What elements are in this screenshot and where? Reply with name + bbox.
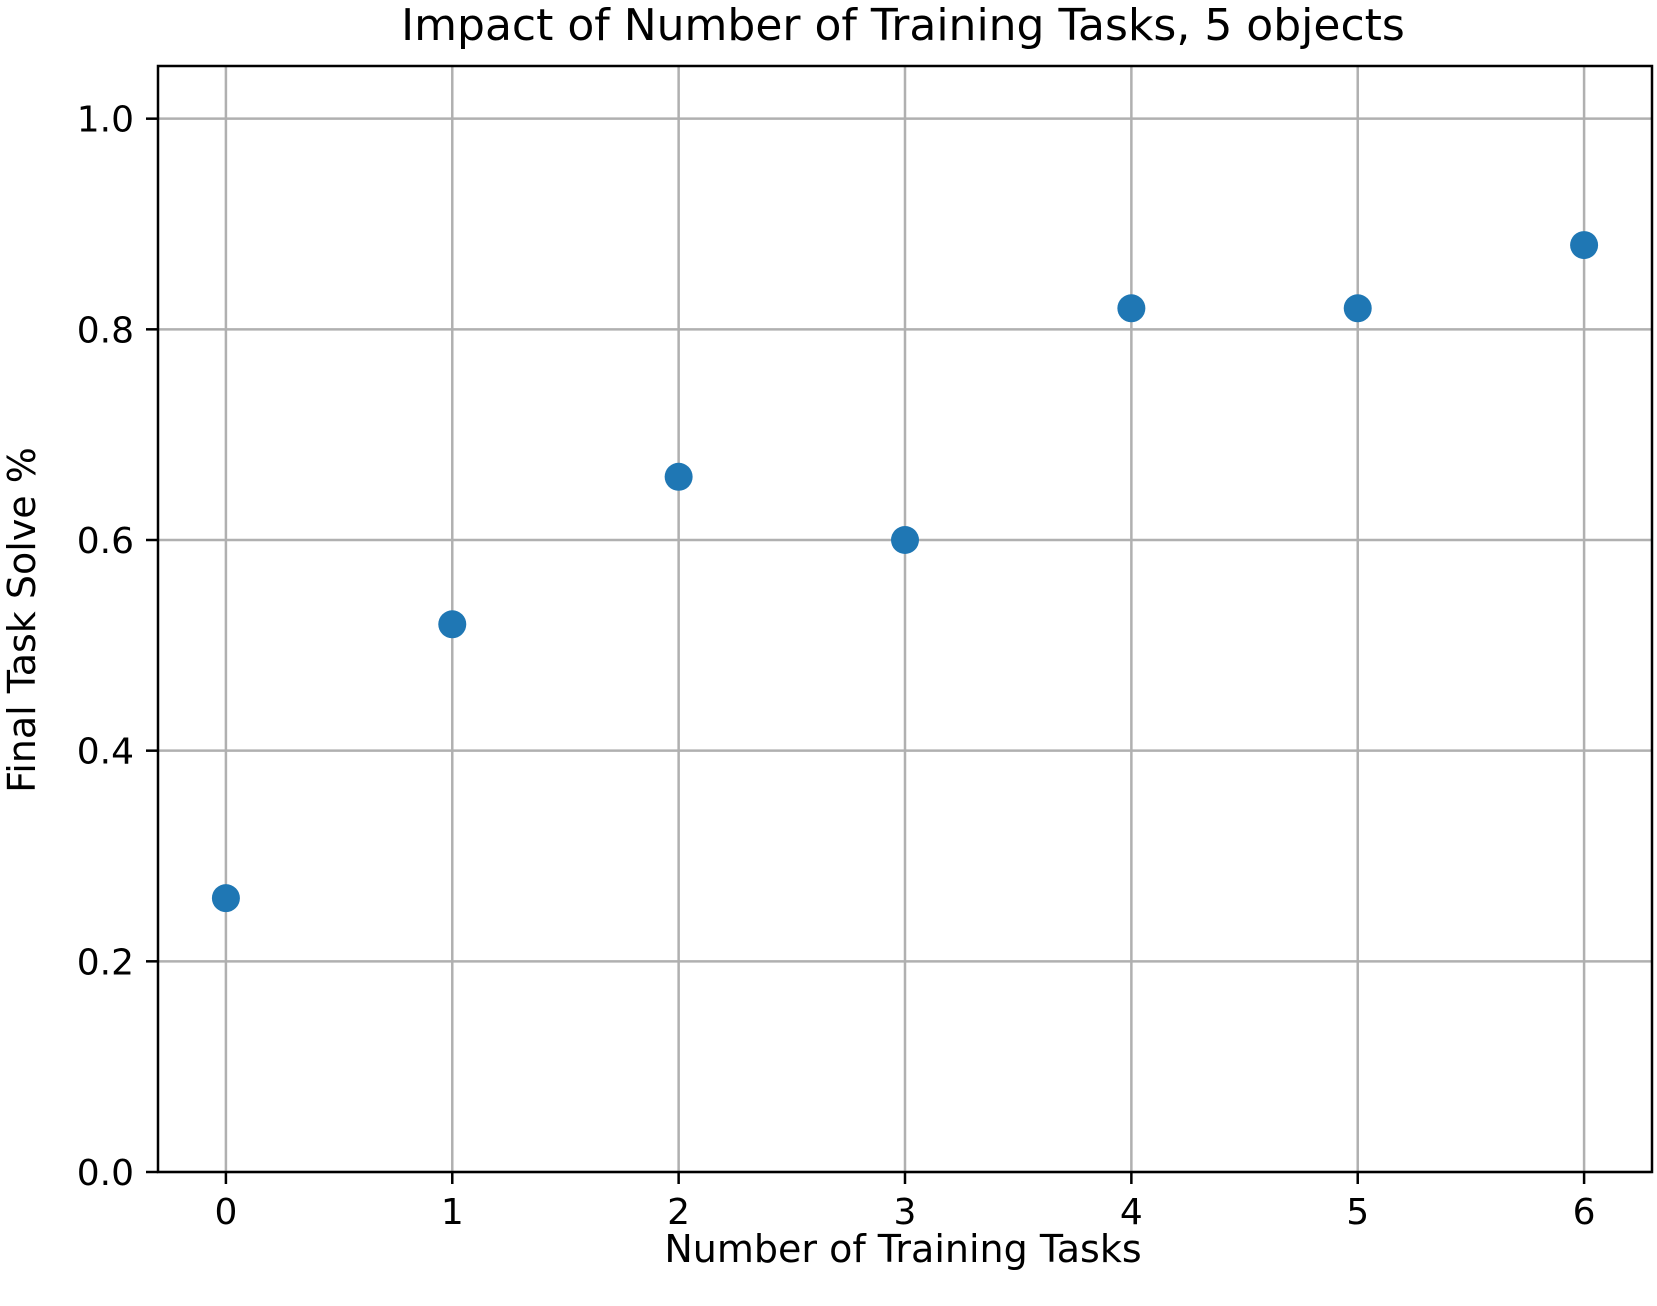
y-tick-label: 1.0 xyxy=(77,100,134,141)
grid xyxy=(158,66,1652,1174)
y-tick-label: 0.8 xyxy=(77,310,134,351)
y-tick-label: 0.2 xyxy=(77,942,134,983)
y-axis-label: Final Task Solve % xyxy=(0,447,44,793)
x-tick-label: 1 xyxy=(441,1192,464,1233)
data-point xyxy=(1117,294,1146,323)
x-axis-ticks: 0 1 2 3 4 5 6 xyxy=(214,1172,1596,1233)
y-tick-label: 0.4 xyxy=(77,732,134,773)
x-tick-label: 5 xyxy=(1346,1192,1369,1233)
x-tick-label: 2 xyxy=(667,1192,690,1233)
data-point xyxy=(438,610,467,639)
data-point xyxy=(1343,294,1372,323)
y-tick-label: 0.0 xyxy=(77,1153,134,1194)
chart-title: Impact of Number of Training Tasks, 5 ob… xyxy=(401,0,1405,51)
x-tick-label: 4 xyxy=(1120,1192,1143,1233)
data-point xyxy=(664,462,693,491)
data-points xyxy=(211,231,1599,913)
x-tick-label: 3 xyxy=(894,1192,917,1233)
y-tick-label: 0.6 xyxy=(77,521,134,562)
data-point xyxy=(891,526,919,554)
y-axis-ticks: 0.0 0.2 0.4 0.6 0.8 1.0 xyxy=(77,100,158,1194)
x-axis-label: Number of Training Tasks xyxy=(664,1227,1141,1271)
x-tick-label: 0 xyxy=(214,1192,237,1233)
data-point xyxy=(1570,231,1599,260)
x-tick-label: 6 xyxy=(1573,1192,1596,1233)
data-point xyxy=(211,884,240,913)
